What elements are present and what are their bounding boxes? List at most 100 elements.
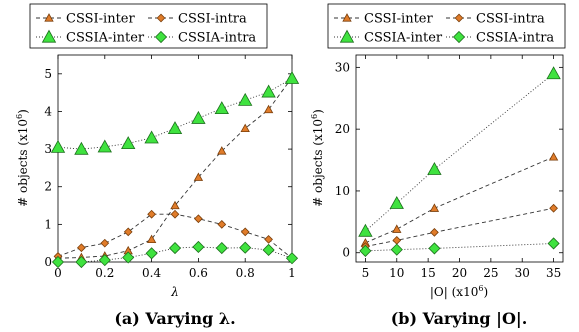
chart-a-series [50,71,300,269]
chart-b-legend-label-1: CSSI-intra [476,12,545,27]
chart-a-y-tick-label: 4 [44,104,52,118]
chart-b-caption: (b) Varying |O|. [391,309,528,328]
chart-b-point-3-2 [428,242,441,255]
chart-b-legend-box [327,3,566,49]
chart-a-point-3-8 [239,241,252,254]
chart-b-y-tick-label: 10 [335,184,350,198]
chart-b-x-tick-label: 25 [483,266,498,280]
chart-a-x-tick-label: 0.8 [236,266,255,280]
chart-a-point-2-3 [121,136,136,150]
chart-b-point-1-2 [430,227,439,237]
chart-a: CSSI-inter CSSI-intra CSSIA-inter CSSIA-int… [15,3,300,328]
chart-b-x-tick-label: 30 [515,266,530,280]
chart-b-series-line-3 [365,243,554,252]
chart-b-legend-label-3: CSSIA-intra [476,31,554,46]
chart-a-point-1-2 [100,238,110,248]
chart-a-point-1-3 [123,227,133,237]
chart-b-x-tick-label: 15 [420,266,435,280]
chart-b-y-tick-label: 30 [335,60,350,74]
chart-a-legend-label-0: CSSI-inter [66,12,136,27]
chart-a-y-tick-label: 2 [44,180,52,194]
chart-b-y-label: # objects (x106) [310,109,325,207]
chart-b-point-0-1 [392,224,402,233]
chart-a-x-label: λ [170,285,179,299]
chart-b-legend: CSSI-inter CSSI-intra CSSIA-inter CSSIA-int… [334,12,554,46]
chart-a-point-0-5 [170,200,180,210]
chart-a-point-3-0 [51,255,65,269]
chart-a-point-3-10 [285,252,299,265]
chart-a-point-1-9 [264,235,273,244]
chart-a-x-tick-label: 1 [288,266,296,280]
chart-b-ticks: 5 10 15 20 25 30 35 0 10 20 30 [335,55,563,280]
chart-a-y-tick-label: 0 [44,255,52,269]
chart-a-point-3-1 [75,255,88,269]
chart-b-y-tick-label: 0 [342,246,350,260]
chart-b-point-3-1 [390,243,403,256]
chart-a-point-1-1 [77,243,86,253]
chart-b-x-tick-label: 5 [362,266,370,280]
chart-b-point-0-3 [548,152,559,161]
chart-b-x-label: |O| (x106) [430,284,488,299]
chart-a-caption: (a) Varying λ. [114,309,235,328]
chart-a-legend-marker-0 [44,13,54,22]
chart-b-x-tick-label: 10 [389,266,404,280]
chart-a-point-2-8 [238,92,253,106]
chart-a-point-1-7 [217,219,227,229]
chart-b-legend-marker-1 [454,13,464,23]
chart-b-series [358,66,561,257]
chart-b-legend-label-0: CSSI-inter [364,12,434,27]
chart-a-point-2-7 [214,101,229,115]
chart-a-x-tick-label: 0.2 [95,266,114,280]
chart-a-point-3-7 [215,242,228,255]
chart-b-series-line-1 [365,207,554,247]
chart-a-y-tick-label: 3 [44,142,52,156]
chart-b-point-3-3 [547,237,560,250]
chart-b-point-2-1 [389,195,404,209]
chart-a-x-tick-label: 0.4 [142,266,161,280]
chart-b-point-1-1 [392,236,402,245]
chart-a-point-2-6 [191,110,206,124]
chart-a-point-0-6 [193,172,204,181]
chart-a-series-line-0 [57,77,293,259]
chart-b-x-tick-label: 20 [452,266,467,280]
chart-a-series-line-2 [57,77,293,150]
chart-b-point-0-2 [429,203,440,212]
chart-a-series-line-3 [58,246,293,263]
chart-a-y-tick-label: 5 [44,67,52,81]
chart-a-point-3-4 [145,247,158,260]
chart-a-point-1-6 [194,214,203,224]
chart-a-point-2-4 [144,130,159,144]
chart-a-point-0-4 [146,234,157,244]
chart-a-x-tick-label: 0.6 [189,266,208,280]
chart-a-x-tick-label: 0 [54,266,62,280]
chart-b-point-2-2 [427,161,442,175]
chart-b-legend-marker-0 [342,13,352,22]
chart-a-frame [57,54,293,263]
chart-b-point-2-0 [358,223,373,237]
chart-a-legend-label-3: CSSIA-intra [178,31,256,46]
chart-a-point-3-9 [262,243,275,257]
chart-a-legend: CSSI-inter CSSI-intra CSSIA-inter CSSIA-int… [36,12,256,46]
chart-b-point-1-3 [549,203,558,213]
chart-a-point-2-9 [261,84,276,98]
chart-a-y-tick-label: 1 [44,217,52,231]
chart-a-legend-label-2: CSSIA-inter [66,31,145,46]
chart-b-series-line-0 [365,156,554,244]
chart-b-legend-marker-2 [339,29,355,43]
chart-a-point-2-5 [167,121,183,134]
chart-b-x-tick-label: 35 [546,266,561,280]
chart-a-y-label: # objects (x106) [15,109,30,207]
chart-a-point-3-3 [122,251,135,264]
chart-a-point-2-0 [50,139,66,153]
chart-a-legend-marker-1 [156,13,166,23]
chart-a-point-2-2 [97,139,112,153]
chart-b-y-tick-label: 20 [335,122,350,136]
chart-b-point-3-0 [359,244,372,257]
chart-a-point-3-5 [168,242,182,255]
chart-a-point-0-8 [240,123,250,132]
chart-a-point-2-10 [284,71,300,84]
chart-b-legend-marker-3 [452,30,466,44]
chart-b: CSSI-inter CSSI-intra CSSIA-inter CSSIA-int… [310,3,566,328]
chart-a-point-0-9 [263,104,274,114]
chart-b-point-2-3 [546,66,561,80]
